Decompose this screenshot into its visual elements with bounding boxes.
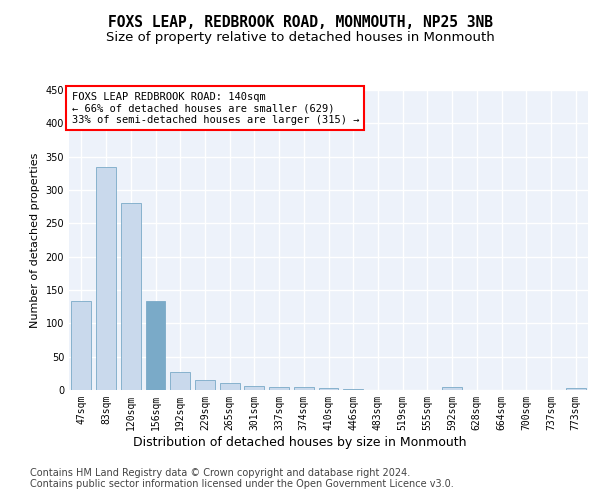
Text: Contains HM Land Registry data © Crown copyright and database right 2024.
Contai: Contains HM Land Registry data © Crown c… — [30, 468, 454, 489]
Y-axis label: Number of detached properties: Number of detached properties — [30, 152, 40, 328]
Bar — [220, 382, 239, 390]
Text: Size of property relative to detached houses in Monmouth: Size of property relative to detached ho… — [106, 31, 494, 44]
Bar — [146, 300, 166, 390]
Bar — [121, 202, 140, 390]
Text: FOXS LEAP REDBROOK ROAD: 140sqm
← 66% of detached houses are smaller (629)
33% o: FOXS LEAP REDBROOK ROAD: 140sqm ← 66% of… — [71, 92, 359, 124]
Bar — [566, 388, 586, 390]
Text: FOXS LEAP, REDBROOK ROAD, MONMOUTH, NP25 3NB: FOXS LEAP, REDBROOK ROAD, MONMOUTH, NP25… — [107, 15, 493, 30]
Bar — [170, 372, 190, 390]
Text: Distribution of detached houses by size in Monmouth: Distribution of detached houses by size … — [133, 436, 467, 449]
Bar — [195, 380, 215, 390]
Bar — [96, 166, 116, 390]
Bar — [71, 300, 91, 390]
Bar — [269, 386, 289, 390]
Bar — [294, 388, 314, 390]
Bar — [244, 386, 264, 390]
Bar — [442, 386, 462, 390]
Bar — [319, 388, 338, 390]
